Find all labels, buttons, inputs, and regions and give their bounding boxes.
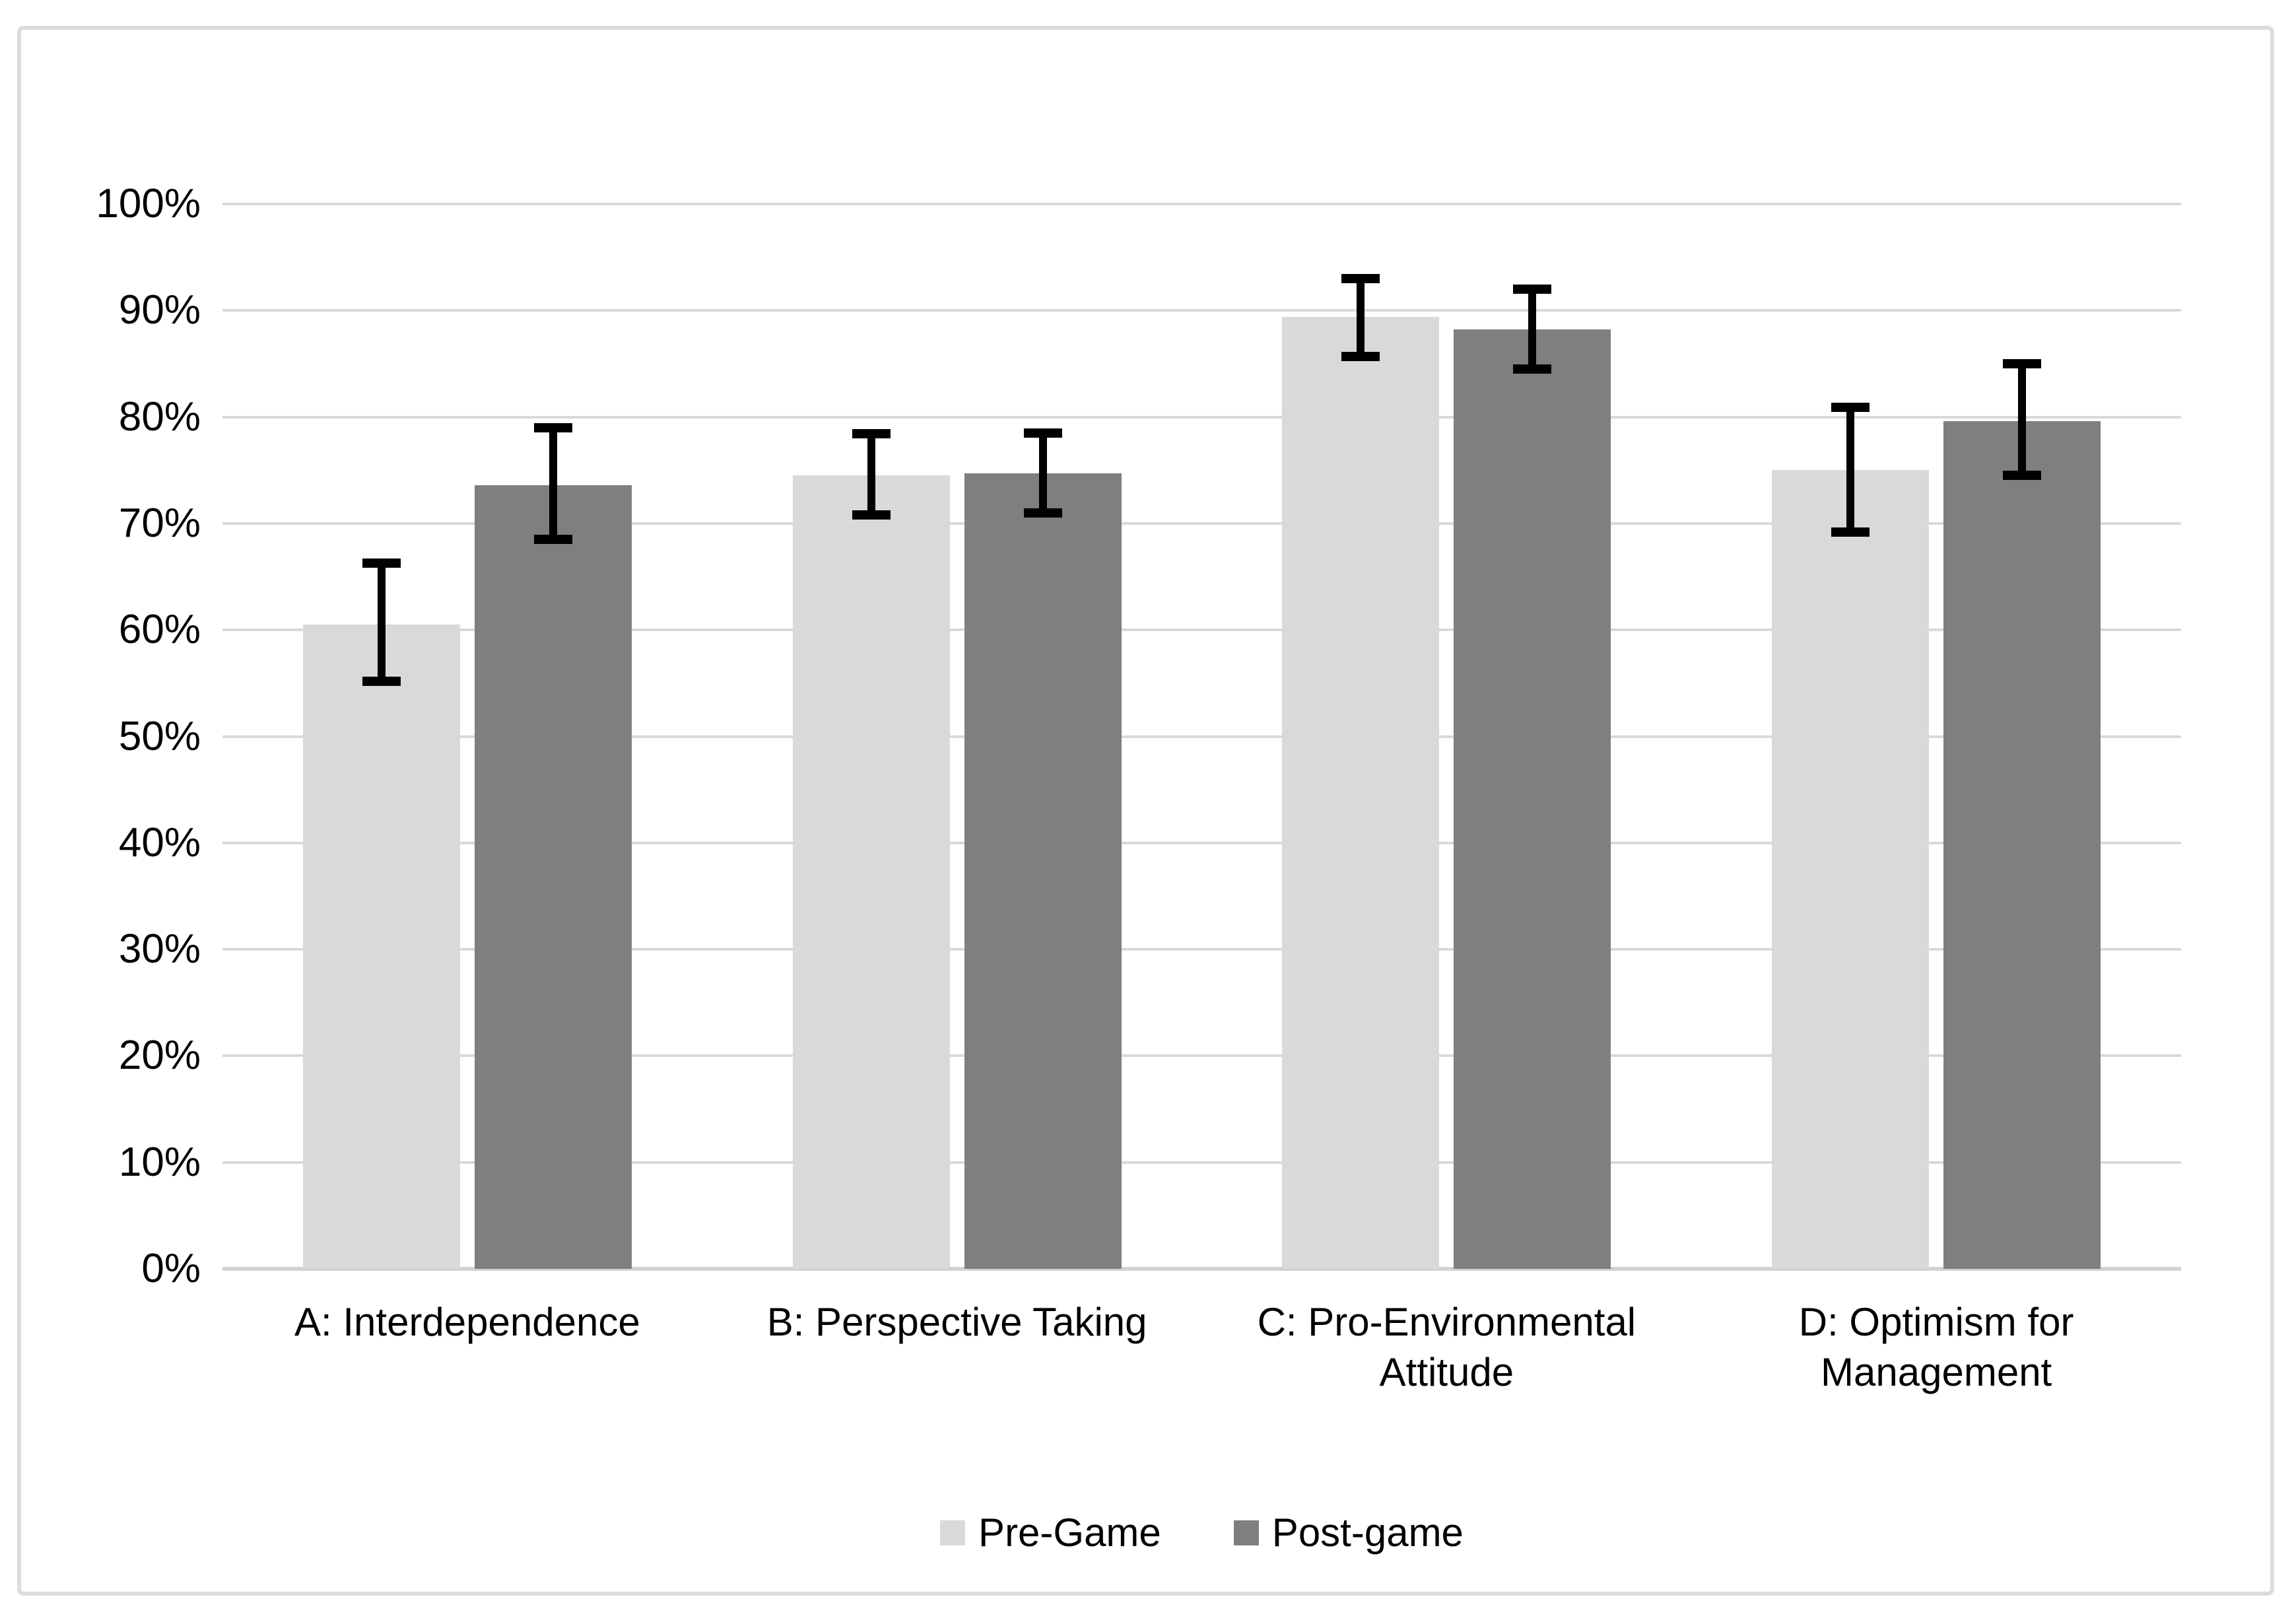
- y-tick-label-60: 60%: [118, 607, 201, 653]
- y-tick-label-70: 70%: [118, 500, 201, 546]
- y-tick-label-80: 80%: [118, 393, 201, 440]
- error-bar-top-cap-post-game-category-3: [1513, 285, 1552, 294]
- y-tick-label-30: 30%: [118, 926, 201, 972]
- error-bar-top-cap-pre-game-category-4: [1831, 403, 1870, 413]
- error-bar-top-cap-post-game-category-4: [2003, 358, 2042, 368]
- gridline-80: [222, 415, 2181, 419]
- error-bar-bottom-cap-post-game-category-3: [1513, 364, 1552, 374]
- legend-swatch-pre-game: [940, 1520, 966, 1545]
- error-bar-bottom-cap-pre-game-category-3: [1341, 351, 1380, 361]
- bar-post-game-category-1: [474, 485, 632, 1269]
- y-tick-label-50: 50%: [118, 713, 201, 759]
- error-bar-top-cap-post-game-category-1: [533, 423, 572, 432]
- gridline-20: [222, 1054, 2181, 1058]
- error-bar-bottom-cap-post-game-category-2: [1023, 508, 1062, 518]
- legend-swatch-post-game: [1233, 1520, 1259, 1545]
- bar-pre-game-category-1: [302, 625, 460, 1269]
- error-bar-top-cap-pre-game-category-1: [362, 558, 401, 568]
- error-bar-bottom-cap-post-game-category-4: [2003, 471, 2042, 481]
- error-bar-pre-game-category-1: [377, 562, 386, 681]
- bar-post-game-category-3: [1454, 329, 1611, 1269]
- gridline-60: [222, 628, 2181, 632]
- y-tick-label-20: 20%: [118, 1032, 201, 1079]
- gridline-50: [222, 735, 2181, 738]
- y-tick-label-100: 100%: [96, 181, 201, 226]
- bar-pre-game-category-3: [1282, 316, 1440, 1269]
- bar-pre-game-category-2: [792, 475, 950, 1269]
- error-bar-bottom-cap-pre-game-category-2: [852, 510, 891, 520]
- y-axis-tick-labels: 0% 10% 20% 30% 40% 50% 60% 70% 80% 90% 100%: [21, 181, 201, 1291]
- error-bar-post-game-category-2: [1038, 432, 1047, 513]
- y-tick-label-0: 0%: [141, 1246, 201, 1291]
- error-bar-top-cap-pre-game-category-2: [852, 429, 891, 439]
- legend-item-pre-game: Pre-Game: [940, 1510, 1161, 1555]
- error-bar-bottom-cap-post-game-category-1: [533, 535, 572, 545]
- error-bar-top-cap-pre-game-category-3: [1341, 273, 1380, 283]
- category-label-1: A: Interdependence: [294, 1300, 640, 1344]
- error-bar-pre-game-category-3: [1357, 278, 1365, 356]
- error-bar-top-cap-post-game-category-2: [1023, 428, 1062, 438]
- bar-post-game-category-2: [964, 473, 1122, 1269]
- gridline-30: [222, 948, 2181, 951]
- error-bar-post-game-category-1: [549, 427, 557, 540]
- gridline-70: [222, 522, 2181, 525]
- y-tick-label-10: 10%: [118, 1139, 201, 1185]
- error-bar-post-game-category-3: [1528, 289, 1537, 369]
- x-axis-category-labels: A: Interdependence B: Perspective Taking C…: [222, 1297, 2181, 1398]
- x-axis-line: [222, 1267, 2181, 1271]
- category-label-4: D: Optimism for Management: [1798, 1300, 2074, 1394]
- bar-pre-game-category-4: [1772, 470, 1930, 1269]
- legend-label-post-game: Post-game: [1271, 1510, 1464, 1555]
- gridline-90: [222, 309, 2181, 312]
- plot-area: [222, 203, 2181, 1271]
- y-tick-label-90: 90%: [118, 287, 201, 333]
- error-bar-bottom-cap-pre-game-category-1: [362, 676, 401, 686]
- error-bar-pre-game-category-2: [867, 434, 875, 515]
- category-label-3: C: Pro-Environmental Attitude: [1257, 1300, 1636, 1394]
- legend-label-pre-game: Pre-Game: [978, 1510, 1161, 1555]
- legend-item-post-game: Post-game: [1233, 1510, 1464, 1555]
- y-tick-label-40: 40%: [118, 819, 201, 865]
- bar-post-game-category-4: [1943, 421, 2101, 1269]
- chart-frame: 0% 10% 20% 30% 40% 50% 60% 70% 80% 90% 100% A: Int…: [17, 26, 2274, 1596]
- error-bar-post-game-category-4: [2018, 363, 2027, 476]
- legend: Pre-Game Post-game: [222, 1510, 2181, 1555]
- gridline-40: [222, 841, 2181, 844]
- category-label-2: B: Perspective Taking: [766, 1300, 1147, 1344]
- gridline-100: [222, 203, 2181, 205]
- gridline-10: [222, 1161, 2181, 1164]
- error-bar-bottom-cap-pre-game-category-4: [1831, 527, 1870, 537]
- error-bar-pre-game-category-4: [1846, 407, 1855, 532]
